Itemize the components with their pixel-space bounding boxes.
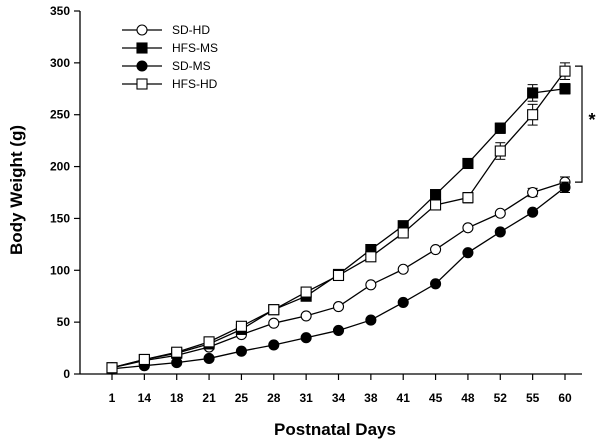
data-point: [136, 24, 148, 36]
data-point: [235, 320, 247, 332]
data-point: [397, 227, 409, 239]
legend: SD-HD HFS-MS SD-MS HFS-HD: [122, 23, 218, 91]
legend-label: SD-MS: [172, 59, 211, 73]
x-tick-label: 21: [202, 391, 216, 405]
significance-bracket: [575, 65, 583, 183]
x-tick-label: 60: [558, 391, 572, 405]
y-tick-label: 100: [50, 263, 70, 277]
x-tick-label: 38: [364, 391, 378, 405]
data-point: [203, 352, 215, 364]
series-hfs-hd: [106, 62, 571, 374]
significance-annotation: *: [575, 65, 596, 183]
data-point: [559, 181, 571, 193]
y-tick-label: 0: [63, 367, 70, 381]
data-point: [332, 301, 345, 313]
data-point: [365, 314, 377, 326]
data-point: [268, 304, 280, 316]
legend-item: SD-MS: [122, 59, 211, 73]
y-tick-label: 200: [50, 160, 70, 174]
x-axis-title: Postnatal Days: [274, 420, 396, 439]
x-tick-label: 25: [235, 391, 249, 405]
data-point: [430, 278, 442, 290]
x-tick-label: 31: [299, 391, 313, 405]
data-point: [462, 222, 474, 234]
x-tick-label: 34: [332, 391, 346, 405]
x-tick-label: 14: [138, 391, 152, 405]
legend-label: SD-HD: [172, 23, 210, 37]
significance-star: *: [588, 110, 595, 130]
data-point: [171, 346, 183, 358]
data-point: [494, 207, 506, 219]
x-tick-label: 45: [429, 391, 443, 405]
data-point: [300, 310, 312, 322]
data-point: [397, 263, 409, 275]
data-point: [397, 296, 409, 308]
data-point: [527, 109, 539, 121]
x-tick-label: 55: [526, 391, 540, 405]
legend-item: HFS-HD: [122, 77, 218, 91]
data-point: [527, 87, 539, 99]
data-point: [462, 247, 474, 259]
data-point: [300, 286, 312, 298]
legend-item: SD-HD: [122, 23, 210, 37]
data-point: [365, 251, 377, 263]
data-point: [365, 279, 377, 291]
data-point: [171, 357, 183, 369]
y-tick-label: 300: [50, 56, 70, 70]
data-point: [430, 189, 442, 201]
data-point: [332, 324, 345, 336]
y-tick-label: 350: [50, 4, 70, 18]
data-point: [300, 332, 312, 344]
x-tick-label: 48: [461, 391, 475, 405]
data-point: [462, 192, 474, 204]
x-tick-label: 52: [494, 391, 508, 405]
data-point: [138, 353, 150, 366]
data-point: [559, 83, 571, 95]
data-point: [494, 122, 506, 134]
data-point: [268, 317, 280, 329]
x-tick-label: 41: [397, 391, 411, 405]
data-point: [494, 145, 506, 157]
legend-label: HFS-MS: [172, 41, 218, 55]
data-point: [136, 42, 148, 54]
legend-label: HFS-HD: [172, 77, 218, 91]
data-point: [527, 186, 539, 199]
data-point: [559, 65, 571, 77]
x-tick-label: 28: [267, 391, 281, 405]
y-tick-label: 150: [50, 211, 70, 225]
y-axis-title: Body Weight (g): [7, 125, 26, 255]
series-layer: [106, 62, 571, 375]
x-tick-label: 1: [109, 391, 116, 405]
data-point: [268, 339, 280, 351]
axes: 0 50 100 150 200 250 300 350 1 14 18 21 25 28 31 34 38 41…: [50, 4, 582, 405]
x-tick-label: 18: [170, 391, 184, 405]
legend-item: HFS-MS: [122, 41, 218, 55]
y-tick-label: 250: [50, 108, 70, 122]
series-line: [111, 70, 566, 369]
data-point: [430, 199, 442, 211]
data-point: [332, 269, 345, 282]
data-point: [494, 226, 506, 238]
data-point: [136, 78, 148, 90]
data-point: [462, 157, 474, 170]
data-point: [235, 345, 247, 357]
y-tick-label: 50: [57, 315, 71, 329]
data-point: [203, 336, 215, 348]
data-point: [106, 362, 118, 374]
data-point: [527, 206, 539, 218]
data-point: [430, 243, 442, 256]
data-point: [136, 60, 148, 72]
